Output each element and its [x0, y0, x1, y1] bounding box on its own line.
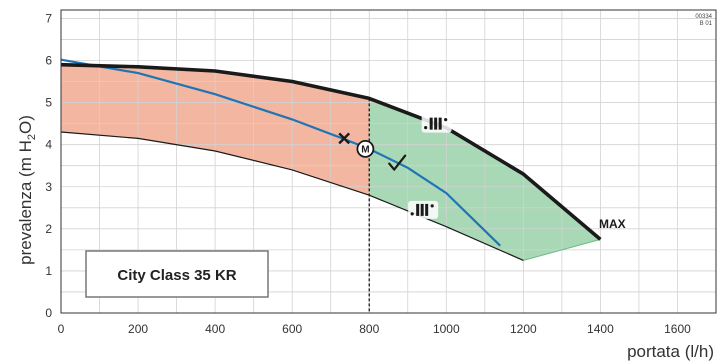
- check-icon: [388, 154, 407, 171]
- markers: M: [338, 114, 452, 219]
- drawing-code-2: B 01: [700, 21, 713, 27]
- x-axis-label: portata (l/h): [627, 342, 714, 361]
- model-label-box: City Class 35 KR: [85, 250, 269, 298]
- plot-frame: [60, 9, 717, 314]
- curves: [60, 58, 602, 313]
- x-tick-label: 1400: [587, 322, 614, 336]
- y-tick-label: 1: [45, 264, 52, 278]
- speed-bars-icon: [408, 200, 439, 219]
- y-axis-label: prevalenza (m H2O): [16, 115, 38, 265]
- y-tick-label: 6: [45, 54, 52, 68]
- speed-icon-bar: [425, 203, 429, 216]
- y-tick-label: 3: [45, 180, 52, 194]
- y-axis-label-main: prevalenza (m H: [16, 140, 35, 265]
- y-tick-label: 7: [45, 11, 52, 25]
- cross-stroke-2: [338, 132, 351, 145]
- x-tick-label: 800: [359, 322, 379, 336]
- x-tick-label: 200: [128, 322, 148, 336]
- proportional-pressure-curve: [60, 58, 501, 247]
- drawing-code-1: 00334: [695, 14, 712, 20]
- speed-icon-dot-left: [410, 212, 414, 216]
- speed-bars-icon: [421, 114, 452, 133]
- y-axis-label-end: O): [16, 115, 35, 134]
- y-tick-label: 5: [45, 96, 52, 110]
- speed-icon-bar: [420, 203, 424, 216]
- x-tick-label: 1000: [433, 322, 460, 336]
- cross-marker: [338, 132, 351, 145]
- speed-icon-dot-right: [430, 204, 434, 208]
- speed-icon-bar: [429, 117, 433, 130]
- max-label: MAX: [599, 217, 626, 231]
- y-axis-label-sub: 2: [26, 134, 38, 140]
- x-tick-label: 1600: [664, 322, 691, 336]
- y-tick-label: 0: [45, 306, 52, 320]
- x-tick-label: 0: [58, 322, 65, 336]
- min-speed-curve: [60, 131, 524, 261]
- y-tick-label: 2: [45, 222, 52, 236]
- motor-symbol-letter: M: [361, 144, 369, 155]
- model-label: City Class 35 KR: [117, 267, 236, 284]
- speed-icon-dot-left: [424, 126, 428, 130]
- motor-symbol-icon: M: [356, 139, 375, 158]
- speed-icon-bar: [416, 203, 420, 216]
- x-tick-label: 600: [282, 322, 302, 336]
- y-tick-label: 4: [45, 138, 52, 152]
- speed-icon-bar: [438, 117, 442, 130]
- x-tick-label: 400: [205, 322, 225, 336]
- motor-symbol-circle: [356, 139, 375, 158]
- max-speed-curve: [60, 62, 602, 241]
- x-tick-label: 1200: [510, 322, 537, 336]
- speed-icon-dot-right: [444, 118, 448, 122]
- speed-icon-bar: [434, 117, 438, 130]
- region-right-edge: [523, 238, 601, 261]
- tick-labels: 0 200 400 600 800 1000 1200 1400 1600 0 1 2 3 4 5 6 7: [45, 11, 691, 336]
